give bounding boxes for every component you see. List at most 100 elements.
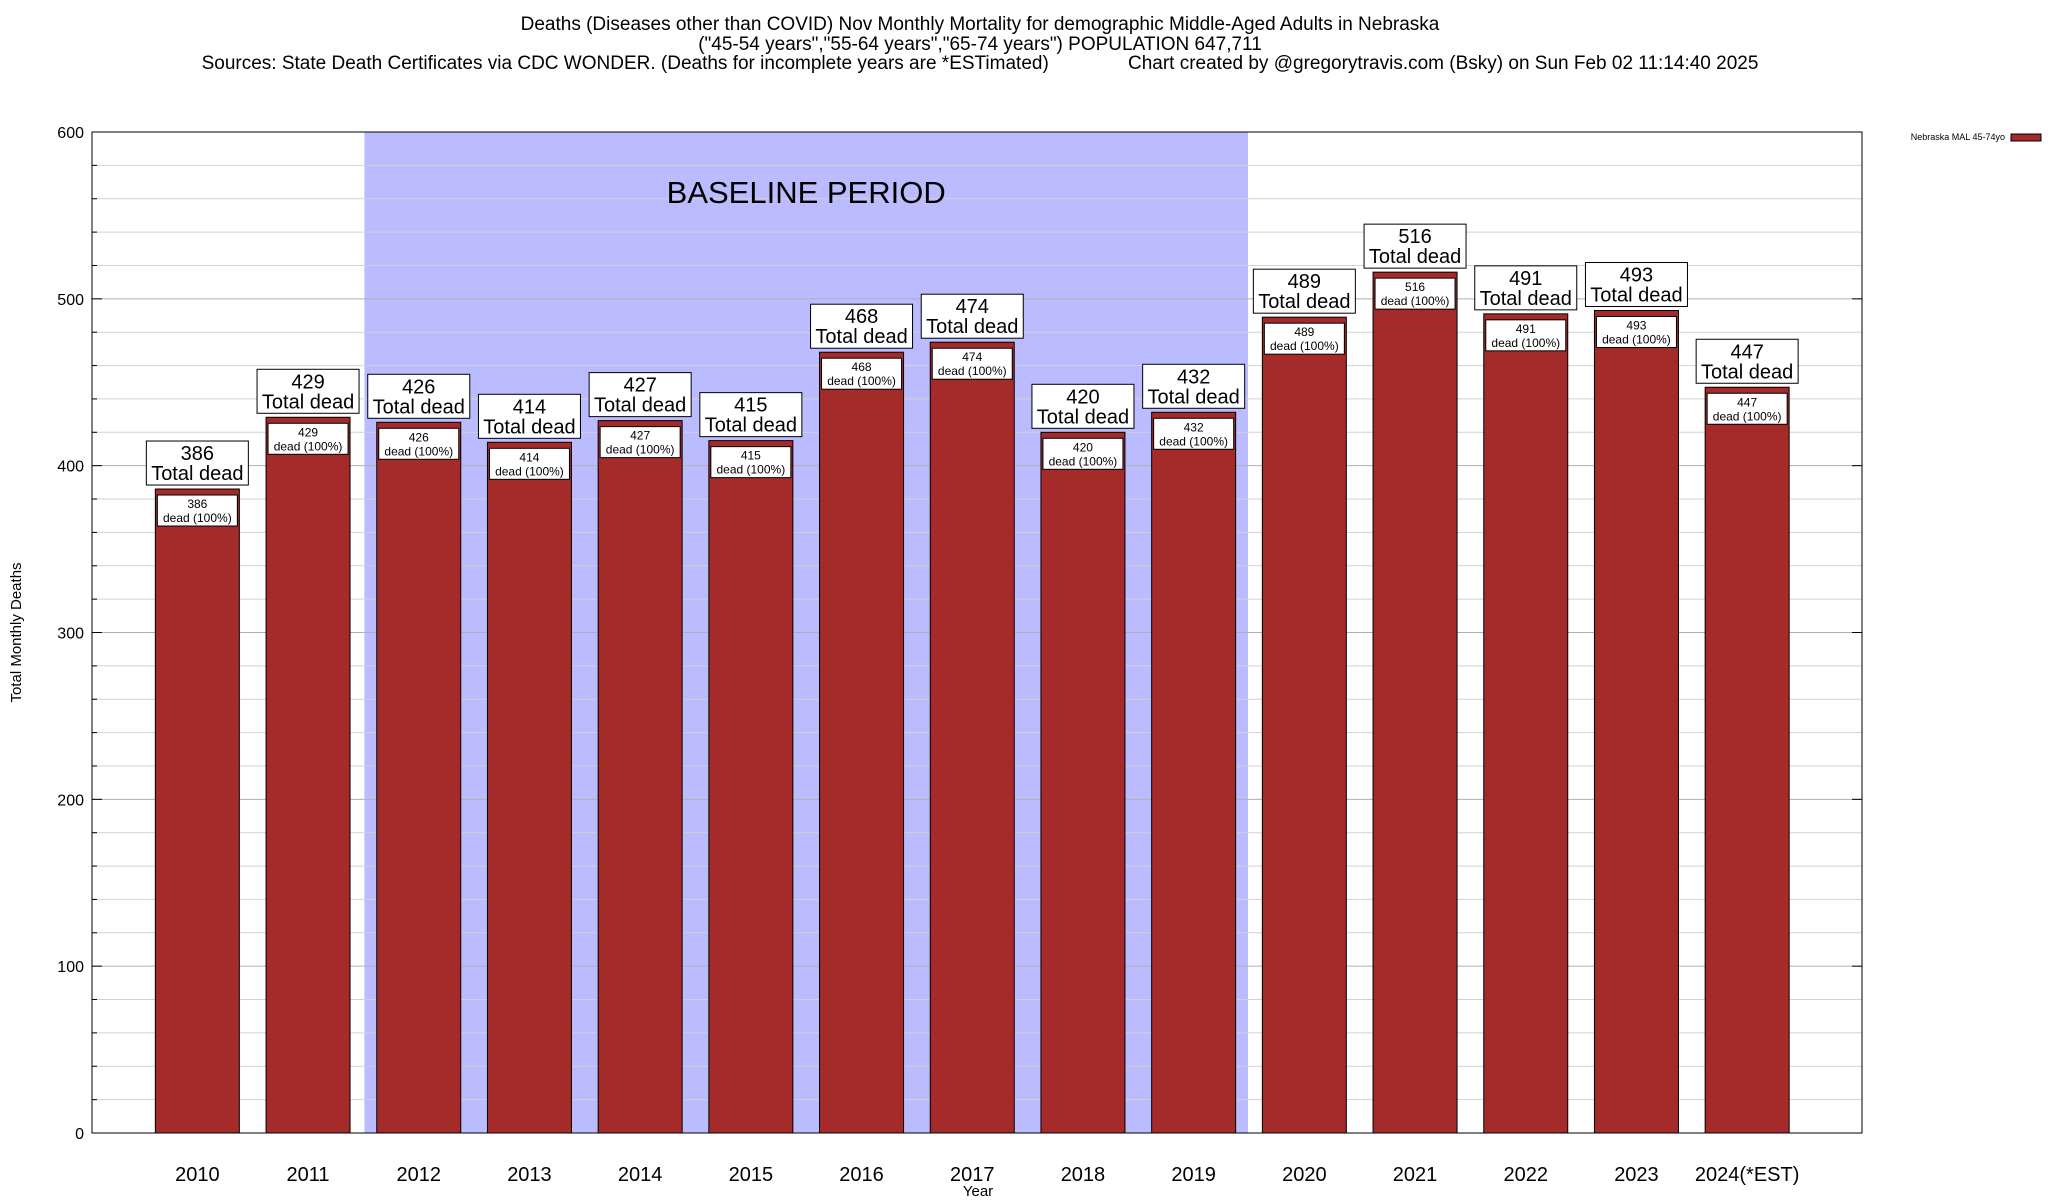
bar-top-label-box <box>1474 265 1578 311</box>
bar-inner-label-box <box>156 494 238 527</box>
x-tick-label: 2021 <box>1393 1164 1438 1186</box>
bar-inner-percent: dead (100%) <box>938 364 1007 378</box>
x-tick-label: 2011 <box>287 1164 330 1186</box>
bar-top-label-box <box>588 372 692 418</box>
bar-top-total-label: Total dead <box>483 416 575 438</box>
bar-inner-value: 427 <box>630 429 650 443</box>
bar-top-total-label: Total dead <box>373 396 465 418</box>
bar-inner-label-box <box>1374 277 1456 310</box>
bar <box>1483 313 1569 1134</box>
bar-top-total-label: Total dead <box>1258 291 1350 313</box>
bar-top-value: 493 <box>1620 265 1653 287</box>
bar-top-value: 414 <box>513 396 546 418</box>
bar-top-value: 489 <box>1288 271 1321 293</box>
x-tick-label: 2017 <box>950 1164 995 1186</box>
bar-inner-label-box <box>1153 417 1235 450</box>
bar-top-total-label: Total dead <box>262 391 354 413</box>
bar-inner-value: 489 <box>1294 325 1314 339</box>
bar-inner-label-box <box>267 422 349 455</box>
bar-top-label-box <box>810 303 914 349</box>
chart-title: Deaths (Diseases other than COVID) Nov M… <box>520 14 1440 35</box>
x-tick-label: 2014 <box>618 1164 663 1186</box>
bar-inner-percent: dead (100%) <box>1381 294 1450 308</box>
bar-inner-label-box <box>710 446 792 479</box>
bar-top-total-label: Total dead <box>1148 386 1240 408</box>
bar-top-label-box <box>1363 223 1467 269</box>
y-tick-label: 100 <box>57 959 84 976</box>
bar-inner-percent: dead (100%) <box>827 374 896 388</box>
bar-inner-label-box <box>1263 322 1345 355</box>
bar-top-total-label: Total dead <box>151 463 243 485</box>
bar-inner-percent: dead (100%) <box>384 444 453 458</box>
bar-inner-percent: dead (100%) <box>163 511 232 525</box>
x-tick-label: 2010 <box>175 1164 220 1186</box>
chart-subtitle: ("45-54 years","55-64 years","65-74 year… <box>698 34 1262 55</box>
bar-inner-value: 447 <box>1737 395 1757 409</box>
bar-inner-label-box <box>1595 316 1677 349</box>
x-tick-label: 2023 <box>1614 1164 1659 1186</box>
legend-label: Nebraska MAL 45-74yo <box>1911 132 2005 142</box>
bar-top-total-label: Total dead <box>815 326 907 348</box>
bar-top-total-label: Total dead <box>1369 246 1461 268</box>
bar-top-label-box <box>1252 268 1356 314</box>
bar-top-value: 447 <box>1730 341 1763 363</box>
bar-inner-label-box <box>1706 392 1788 425</box>
bar-top-label-box <box>1031 383 1135 429</box>
bar-inner-value: 415 <box>741 449 761 463</box>
y-tick-label: 600 <box>57 125 84 142</box>
y-tick-label: 300 <box>57 626 84 643</box>
x-tick-label: 2018 <box>1061 1164 1106 1186</box>
bar-top-value: 474 <box>956 296 989 318</box>
bar-inner-value: 474 <box>962 350 982 364</box>
bar-inner-label-box <box>931 347 1013 380</box>
x-tick-label: 2022 <box>1504 1164 1549 1186</box>
bar <box>929 341 1015 1134</box>
bar-top-value: 491 <box>1509 268 1542 290</box>
bar <box>708 440 794 1134</box>
bar-top-label-box <box>256 368 360 414</box>
bar-top-value: 429 <box>291 371 324 393</box>
bar-top-value: 468 <box>845 306 878 328</box>
bar-inner-percent: dead (100%) <box>1602 333 1671 347</box>
bar-inner-label-box <box>378 427 460 460</box>
bar <box>1372 271 1458 1134</box>
y-tick-label: 500 <box>57 292 84 309</box>
bar <box>1593 310 1679 1134</box>
x-tick-label: 2013 <box>507 1164 552 1186</box>
bar <box>1261 316 1347 1134</box>
bar <box>819 351 905 1134</box>
bar-top-total-label: Total dead <box>926 316 1018 338</box>
x-tick-label: 2024(*EST) <box>1695 1164 1800 1186</box>
bar <box>154 488 240 1134</box>
bar-inner-percent: dead (100%) <box>1159 434 1228 448</box>
bar-inner-label-box <box>1485 319 1567 352</box>
bar-inner-percent: dead (100%) <box>1713 409 1782 423</box>
bar-inner-percent: dead (100%) <box>1491 336 1560 350</box>
bar-inner-percent: dead (100%) <box>606 443 675 457</box>
bar-inner-value: 491 <box>1516 322 1536 336</box>
legend-swatch <box>2010 133 2042 142</box>
bar-top-label-box <box>1695 338 1799 384</box>
bar-top-label-box <box>367 373 471 419</box>
bar-top-value: 426 <box>402 376 435 398</box>
bar-inner-percent: dead (100%) <box>1049 454 1118 468</box>
x-tick-label: 2020 <box>1282 1164 1327 1186</box>
bar-inner-value: 468 <box>852 360 872 374</box>
bar <box>1040 431 1126 1134</box>
bar-inner-percent: dead (100%) <box>274 439 343 453</box>
bar-inner-value: 386 <box>187 497 207 511</box>
bar-top-label-box <box>1142 363 1246 409</box>
y-tick-label: 0 <box>75 1126 84 1143</box>
bar-top-value: 415 <box>734 395 767 417</box>
bar <box>486 441 572 1134</box>
bar-top-label-box <box>477 393 581 439</box>
bar <box>376 421 462 1134</box>
bar-top-total-label: Total dead <box>1590 285 1682 307</box>
bar <box>1704 386 1790 1134</box>
bar-top-label-box <box>1584 262 1688 308</box>
bar-inner-percent: dead (100%) <box>495 464 564 478</box>
bar-inner-value: 414 <box>519 450 539 464</box>
bar-inner-label-box <box>599 426 681 459</box>
y-tick-label: 200 <box>57 792 84 809</box>
